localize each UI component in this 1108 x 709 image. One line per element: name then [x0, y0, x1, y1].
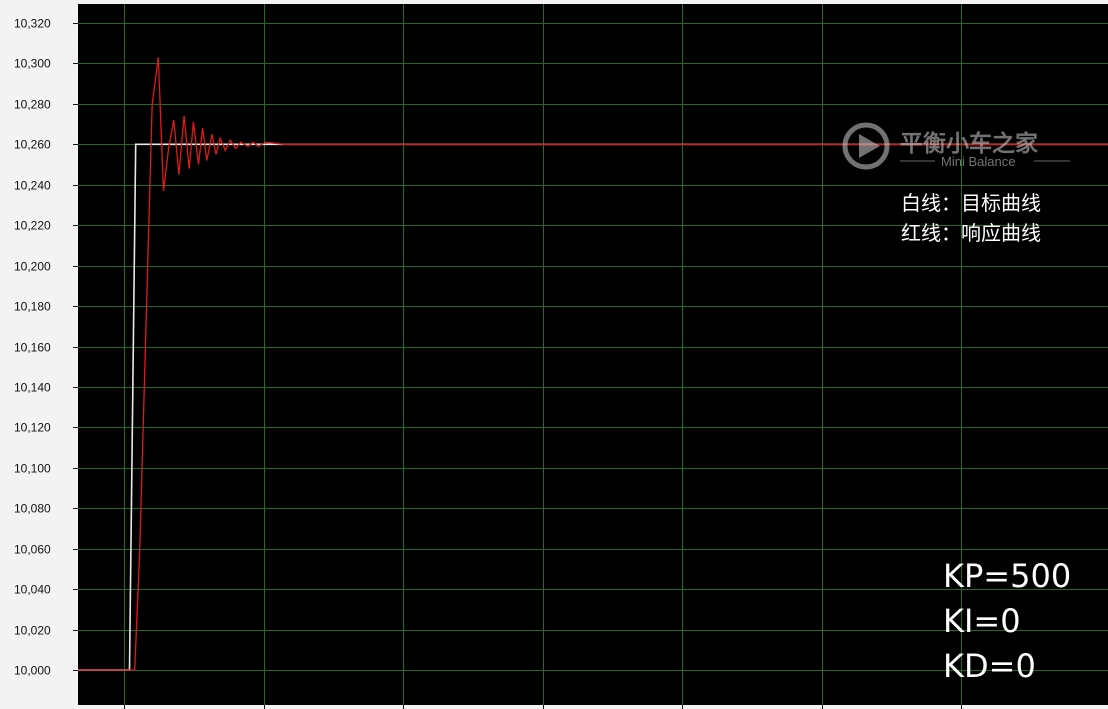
plot-area — [78, 4, 1108, 705]
y-tick-label: 10,320 — [14, 17, 51, 31]
y-tick-label: 10,300 — [14, 57, 51, 71]
y-tick-label: 10,180 — [14, 300, 51, 314]
legend-target-line: 白线：目标曲线 — [901, 191, 1041, 215]
legend-response-line: 红线：响应曲线 — [901, 221, 1041, 245]
y-tick-label: 10,140 — [14, 381, 51, 395]
y-tick-label: 10,160 — [14, 341, 51, 355]
param-kp: KP=500 — [943, 557, 1071, 595]
play-logo-icon — [842, 122, 890, 170]
watermark-title: 平衡小车之家 — [900, 130, 1038, 157]
x-axis-ticks — [124, 705, 962, 709]
param-ki: KI=0 — [943, 602, 1021, 640]
y-tick-label: 10,120 — [14, 421, 51, 435]
watermark-logo: 平衡小车之家 Mini Balance — [842, 122, 1070, 170]
y-tick-label: 10,040 — [14, 583, 51, 597]
series-lines — [78, 57, 1108, 671]
y-tick-label: 10,280 — [14, 98, 51, 112]
y-tick-label: 10,020 — [14, 624, 51, 638]
y-tick-label: 10,260 — [14, 138, 51, 152]
y-tick-label: 10,080 — [14, 502, 51, 516]
y-tick-label: 10,060 — [14, 543, 51, 557]
y-tick-label: 10,200 — [14, 260, 51, 274]
y-axis-ticks: 10,000 10,020 10,040 10,060 10,080 10,100 10,1… — [14, 17, 78, 678]
y-tick-label: 10,240 — [14, 179, 51, 193]
y-tick-label: 10,000 — [14, 664, 51, 678]
y-tick-label: 10,100 — [14, 462, 51, 476]
y-tick-label: 10,220 — [14, 219, 51, 233]
param-kd: KD=0 — [943, 647, 1036, 685]
chart-overlay: 平衡小车之家 Mini Balance 白线：目标曲线 红线：响应曲线 KP=5… — [842, 122, 1071, 685]
watermark-subtitle: Mini Balance — [941, 154, 1015, 169]
response-curve-line — [78, 57, 1108, 671]
